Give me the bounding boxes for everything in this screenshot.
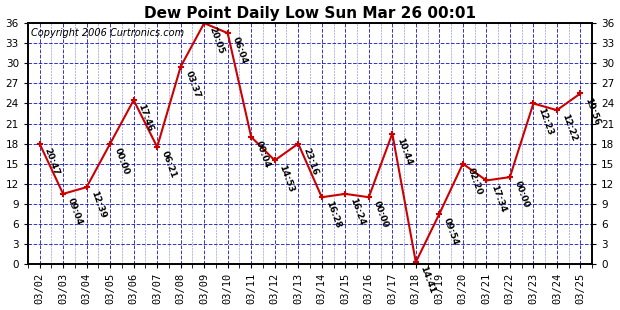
Text: 19:56: 19:56 xyxy=(583,96,601,126)
Text: Copyright 2006 Curtronics.com: Copyright 2006 Curtronics.com xyxy=(30,28,184,38)
Text: 23:16: 23:16 xyxy=(301,146,319,176)
Text: 06:04: 06:04 xyxy=(231,36,249,66)
Text: 14:53: 14:53 xyxy=(278,163,296,193)
Title: Dew Point Daily Low Sun Mar 26 00:01: Dew Point Daily Low Sun Mar 26 00:01 xyxy=(144,6,476,20)
Text: 20:47: 20:47 xyxy=(42,146,61,176)
Text: 03:37: 03:37 xyxy=(184,69,202,100)
Text: 16:28: 16:28 xyxy=(324,200,343,230)
Text: 12:22: 12:22 xyxy=(560,113,578,143)
Text: 09:04: 09:04 xyxy=(66,197,84,227)
Text: 12:23: 12:23 xyxy=(536,106,554,136)
Text: 00:00: 00:00 xyxy=(513,180,531,209)
Text: 00:00: 00:00 xyxy=(371,200,389,229)
Text: 20:05: 20:05 xyxy=(207,26,225,55)
Text: 00:00: 00:00 xyxy=(113,146,131,176)
Text: 12:39: 12:39 xyxy=(89,190,108,220)
Text: 00:04: 00:04 xyxy=(254,140,272,170)
Text: 02:20: 02:20 xyxy=(466,166,484,196)
Text: 14:41: 14:41 xyxy=(418,265,437,295)
Text: 16:24: 16:24 xyxy=(348,197,366,227)
Text: 17:34: 17:34 xyxy=(489,183,507,214)
Text: 09:54: 09:54 xyxy=(442,217,461,247)
Text: 10:44: 10:44 xyxy=(395,136,414,166)
Text: 17:46: 17:46 xyxy=(136,103,155,133)
Text: 06:21: 06:21 xyxy=(160,150,178,179)
